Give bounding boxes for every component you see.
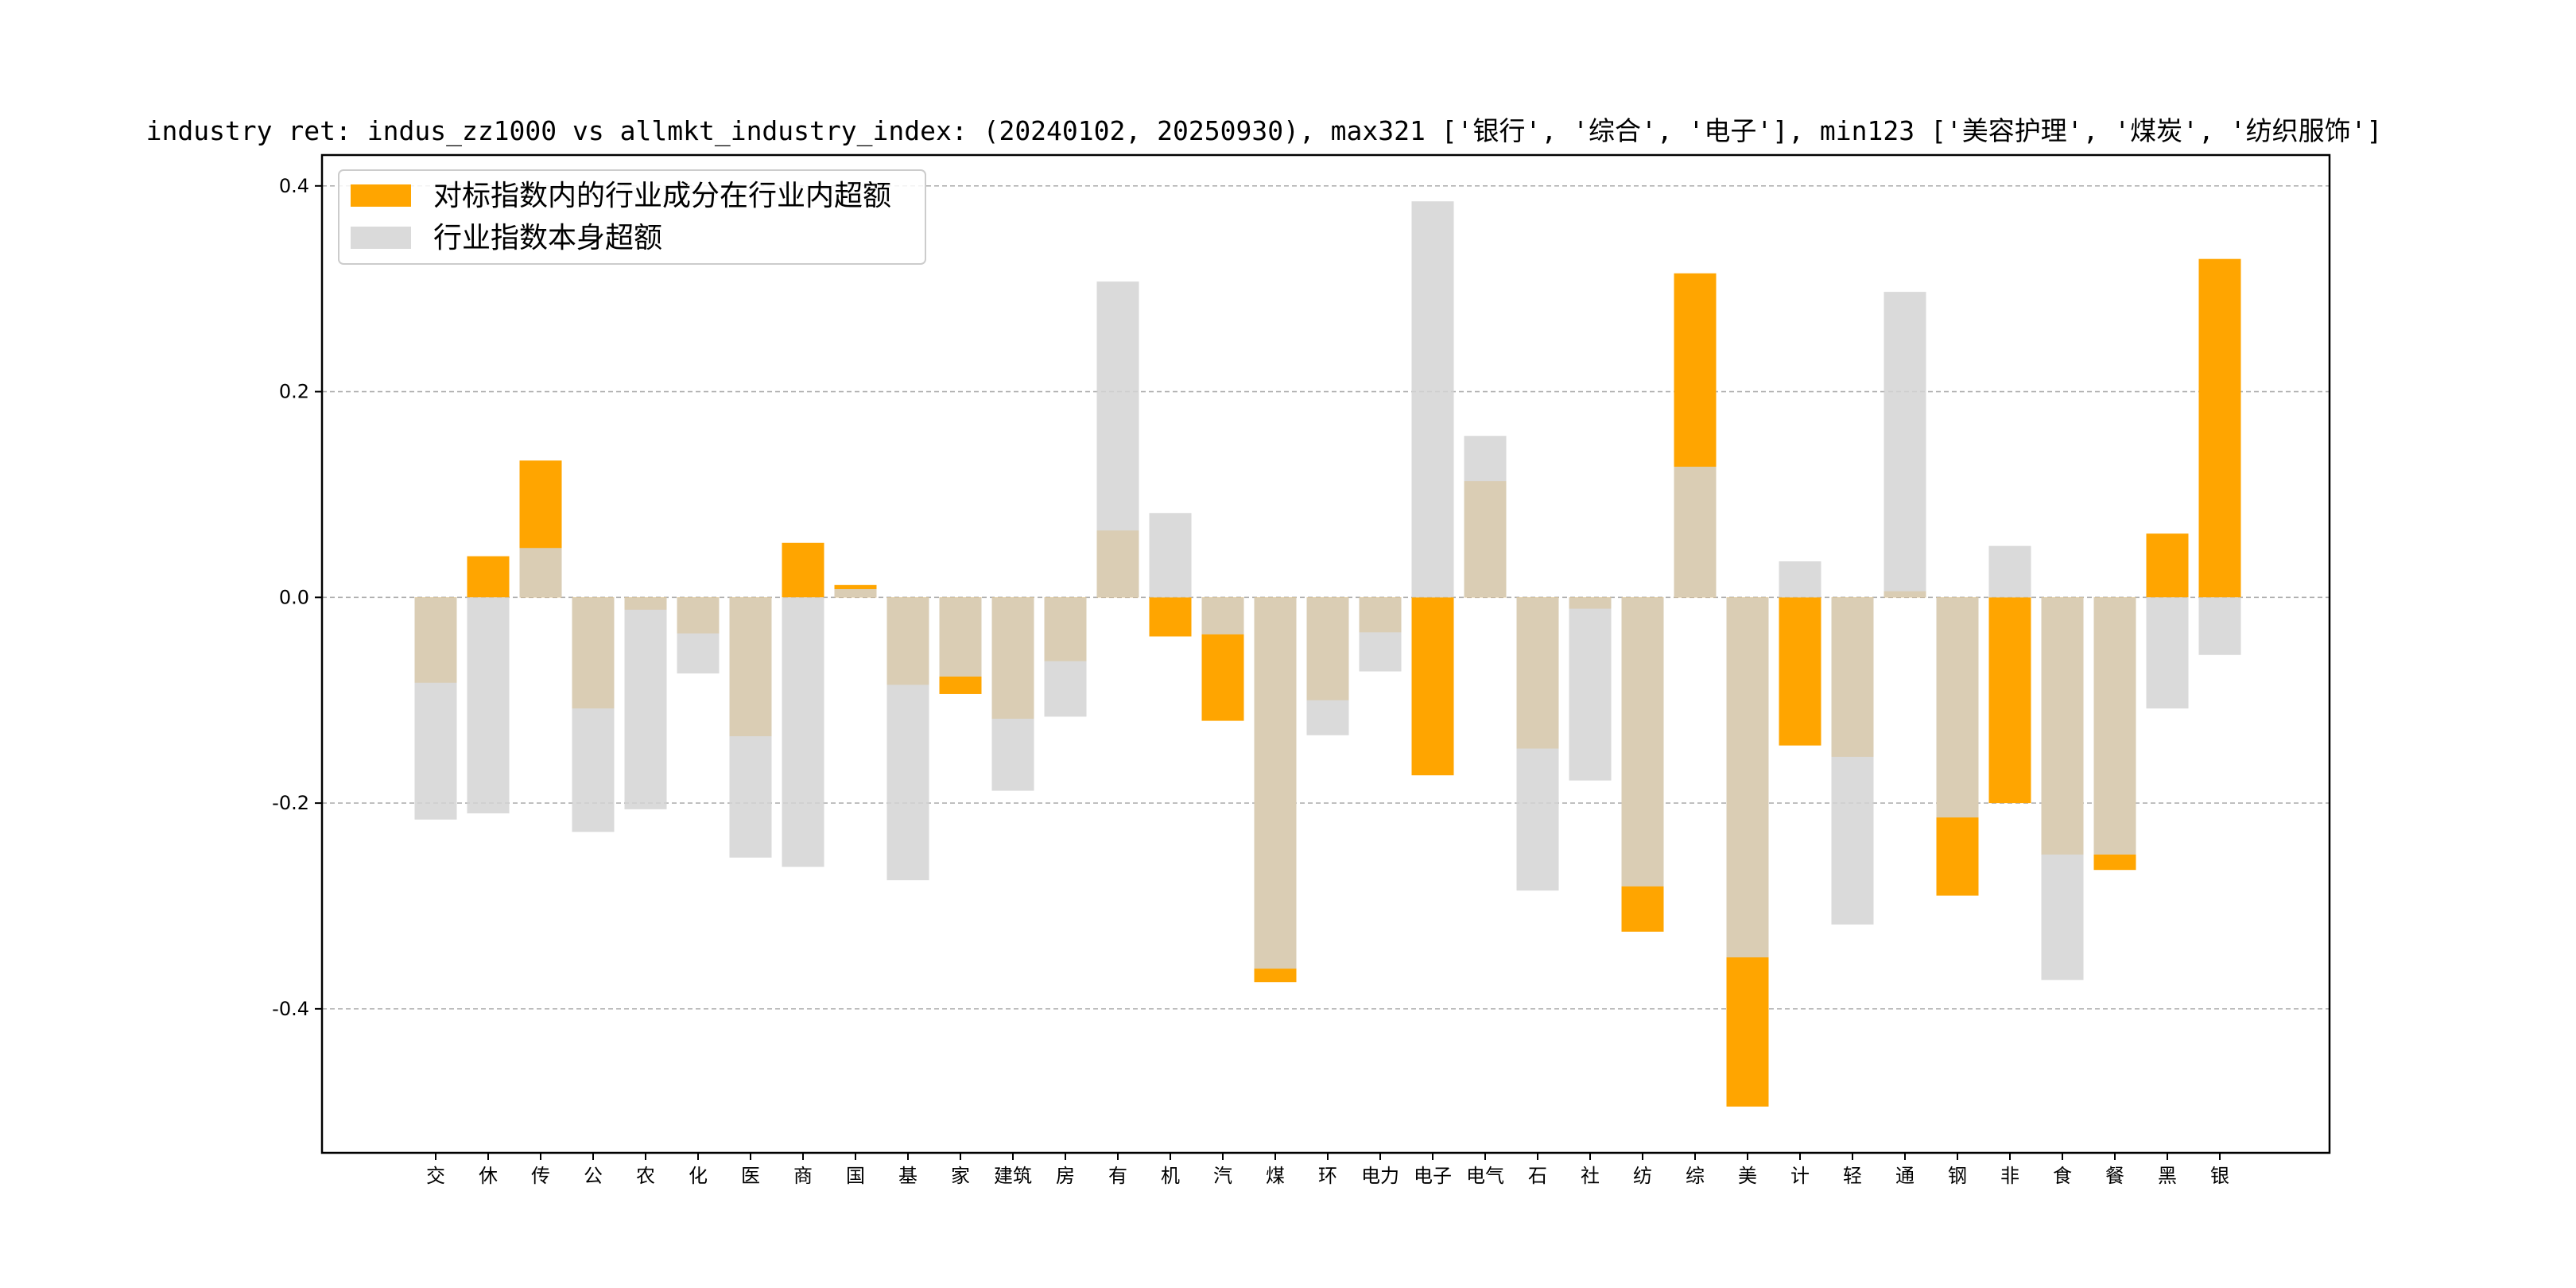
bar-index-excess [677,597,720,674]
x-tick-label: 机 [1161,1165,1180,1187]
bar-index-excess [1569,597,1612,781]
bar-index-excess [467,597,510,814]
bar-index-excess [1254,597,1297,969]
legend-swatch-industry-index-excess [351,227,411,249]
bar-index-excess [2041,597,2084,980]
bars [414,201,2241,1107]
legend-box [338,169,926,265]
bar-component-excess [2146,533,2189,598]
bar-index-excess [1306,597,1349,735]
bar-index-excess [572,597,615,832]
bar-index-excess [1096,281,1139,598]
bar-index-excess [782,597,824,867]
bar-component-excess [1779,597,1821,746]
x-tick-label: 建筑 [994,1165,1032,1187]
bar-index-excess [1516,597,1559,891]
y-tick-label: 0.2 [279,381,309,403]
legend-swatch-industry-component-excess [351,184,411,207]
bar-index-excess [1464,436,1507,598]
bar-index-excess [939,597,982,677]
y-tick-label: -0.4 [272,998,309,1020]
bar-component-excess [1988,597,2031,804]
x-tick-label: 有 [1108,1165,1127,1187]
bar-index-excess [1149,513,1192,598]
bar-index-excess [1359,597,1402,672]
bar-index-excess [1726,597,1769,958]
bar-index-excess [991,597,1034,791]
bar-index-excess [1884,292,1926,598]
bar-index-excess [1936,597,1979,818]
bar-component-excess [467,556,510,598]
x-tick-label: 传 [531,1165,550,1187]
x-tick-label: 社 [1581,1165,1600,1187]
bar-index-excess [1831,597,1874,925]
x-tick-label: 国 [846,1165,865,1187]
x-tick-label: 综 [1686,1165,1705,1187]
x-tick-label: 银 [2210,1165,2229,1187]
legend: 对标指数内的行业成分在行业内超额 行业指数本身超额 [338,169,926,265]
legend-label-industry-component-excess: 对标指数内的行业成分在行业内超额 [433,180,891,212]
x-tick-label: 交 [426,1165,445,1187]
bar-index-excess [1988,545,2031,598]
x-tick-label: 电气 [1466,1165,1504,1187]
x-tick-label: 农 [636,1165,655,1187]
plot-frame [320,153,2331,1154]
y-axis: -0.4 -0.2 0.0 0.2 0.4 [272,175,322,1020]
x-tick-label: 非 [2000,1165,2019,1187]
bar-index-excess [414,597,457,820]
x-tick-label: 食 [2053,1165,2072,1187]
x-tick-label: 钢 [1948,1165,1967,1187]
bar-component-excess [1411,597,1454,776]
bar-component-excess [782,542,824,598]
x-tick-label: 美 [1738,1165,1757,1187]
x-tick-label: 环 [1318,1165,1337,1187]
x-tick-label: 商 [793,1165,813,1187]
x-tick-label: 医 [741,1165,760,1187]
x-tick-label: 房 [1056,1165,1075,1187]
bar-index-excess [519,548,562,598]
bar-index-excess [886,597,929,881]
x-tick-label: 化 [689,1165,708,1187]
bar-index-excess [1779,561,1821,598]
x-tick-label: 轻 [1843,1165,1862,1187]
x-tick-label: 家 [951,1165,970,1187]
x-tick-label: 纺 [1633,1165,1652,1187]
bar-component-excess [2198,258,2241,598]
x-tick-label: 餐 [2105,1165,2124,1187]
x-tick-label: 公 [584,1165,603,1187]
y-tick-label: -0.2 [272,792,309,814]
x-tick-label: 计 [1790,1165,1810,1187]
bar-component-excess [1149,597,1192,637]
y-tick-label: 0.0 [279,586,309,608]
x-tick-label: 通 [1895,1165,1915,1187]
bar-index-excess [2093,597,2136,855]
bar-index-excess [834,588,877,598]
bar-index-excess [729,597,772,858]
bar-index-excess [624,597,667,809]
x-tick-label: 黑 [2158,1165,2177,1187]
bar-index-excess [1201,597,1244,634]
bar-index-excess [2198,597,2241,655]
x-tick-label: 煤 [1266,1165,1285,1187]
bar-index-excess [1621,597,1664,886]
y-tick-label: 0.4 [279,175,309,197]
x-tick-label: 基 [898,1165,918,1187]
bar-index-excess [2146,597,2189,709]
x-tick-label: 电力 [1361,1165,1399,1187]
legend-label-industry-index-excess: 行业指数本身超额 [433,222,662,254]
x-tick-label: 电子 [1414,1165,1452,1187]
bar-index-excess [1044,597,1087,717]
x-tick-label: 石 [1528,1165,1547,1187]
x-tick-label: 汽 [1213,1165,1232,1187]
bar-index-excess [1411,201,1454,598]
chart-title: industry ret: indus_zz1000 vs allmkt_ind… [146,115,2383,147]
x-axis: 交 休 传 公 农 化 医 商 国 基 家 建筑 房 有 机 汽 煤 环 电力 电子 电气 石 社 纺 综 美 计 轻 通 钢 非 食 餐 黑 银 [426,1153,2229,1187]
bar-index-excess [1674,467,1717,598]
x-tick-label: 休 [479,1165,498,1187]
